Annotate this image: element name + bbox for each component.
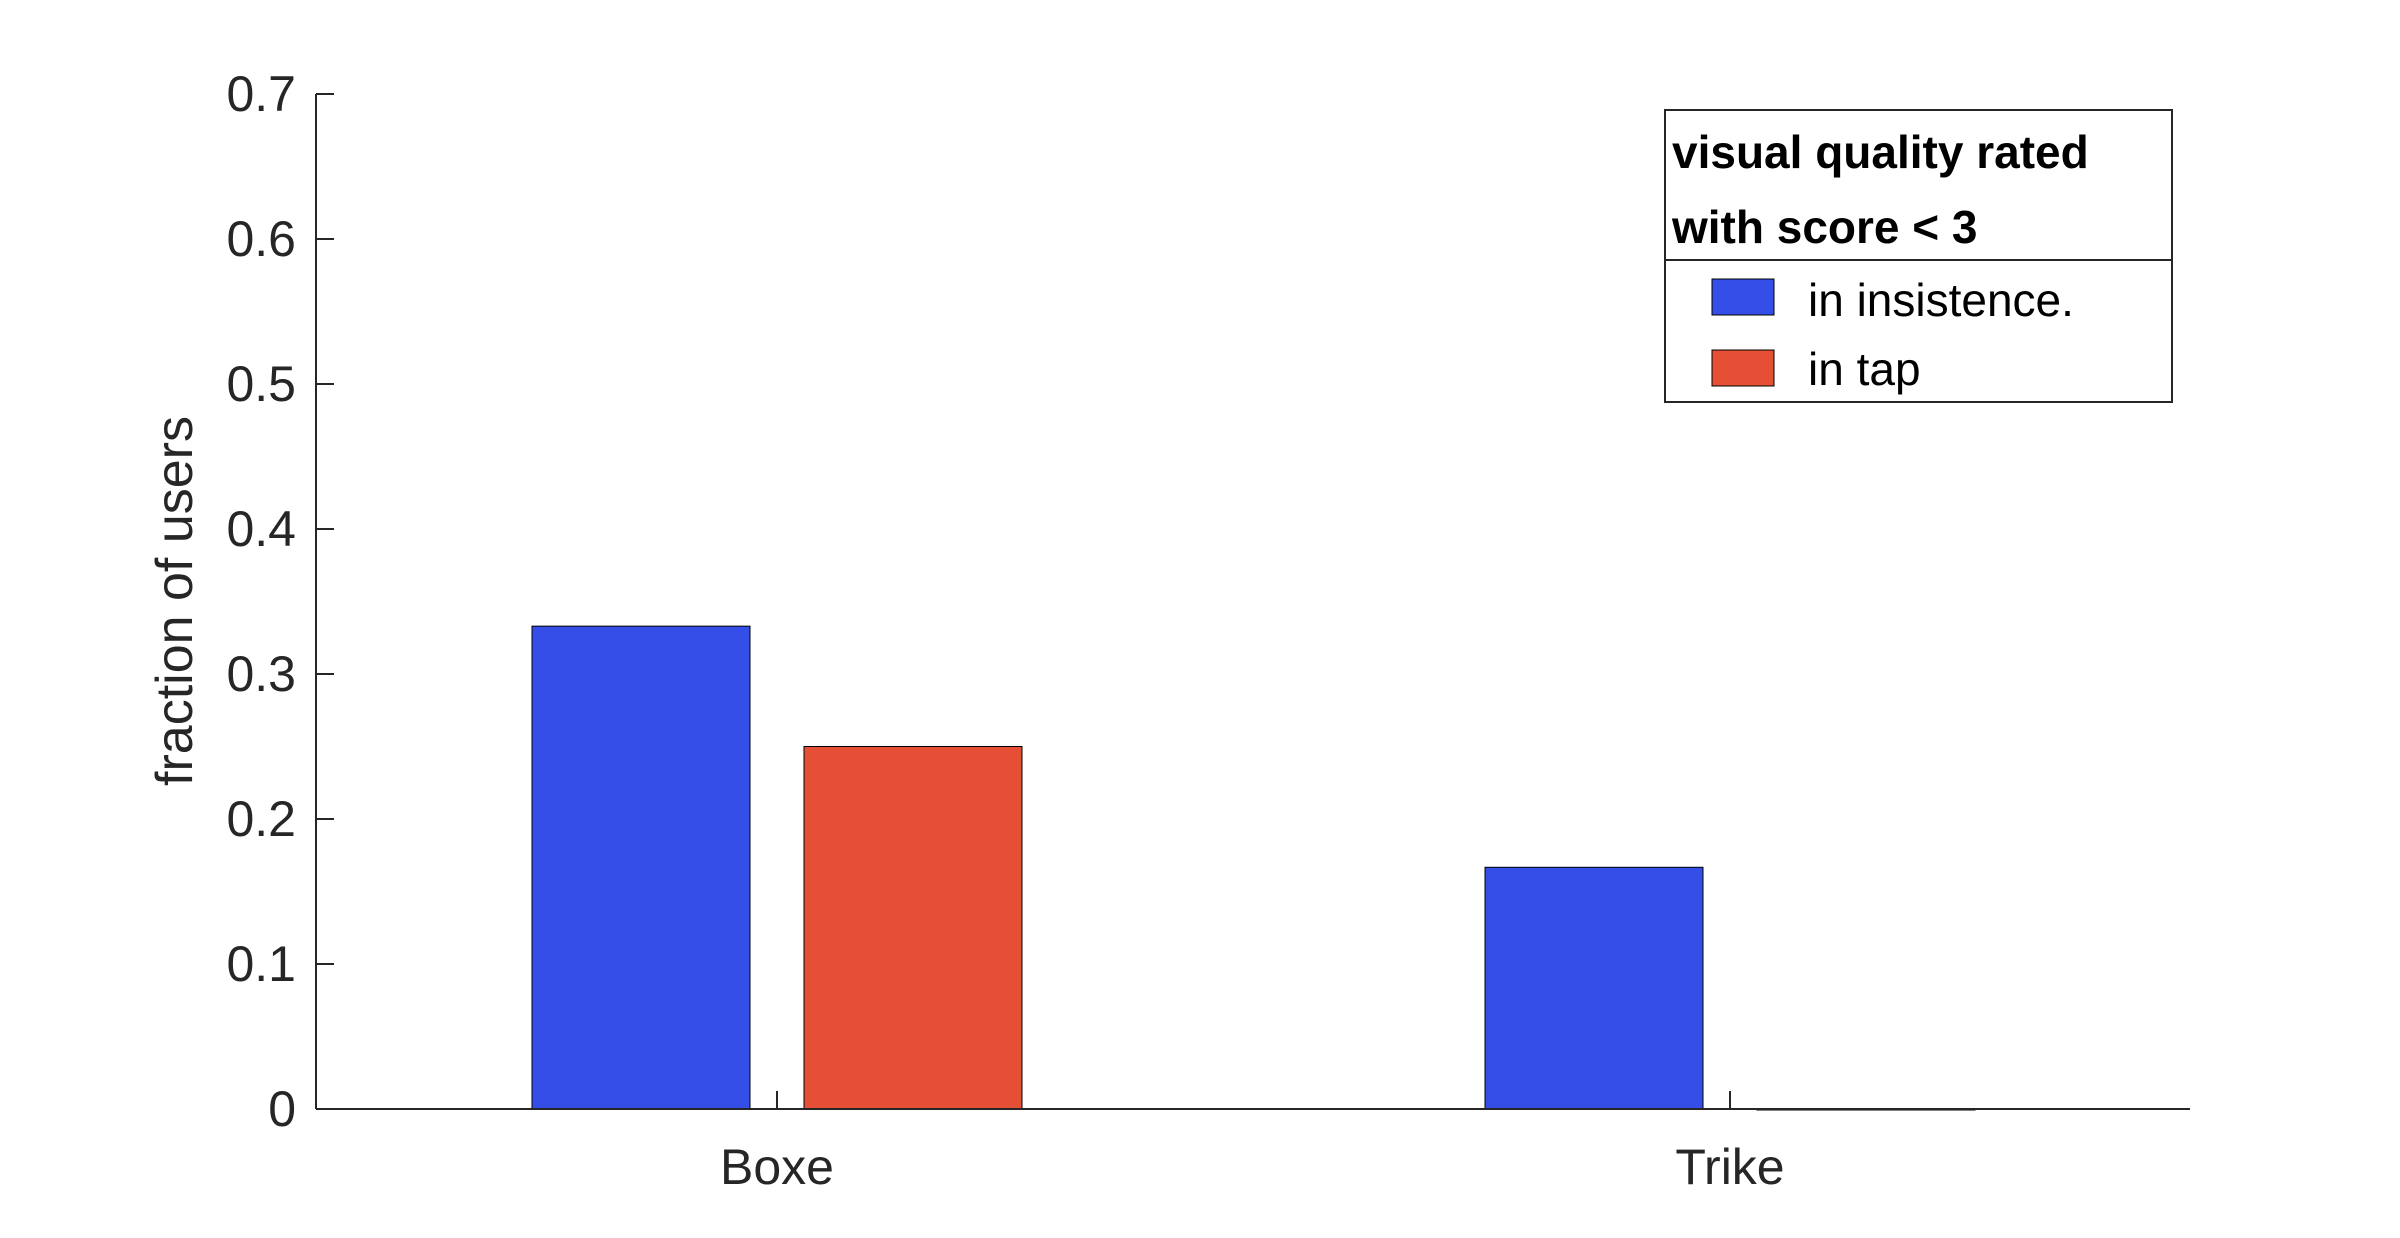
legend-label-in-tap: in tap <box>1808 343 1921 395</box>
x-ticks-group: Boxe Trike <box>720 1091 1785 1195</box>
x-tick-label: Trike <box>1675 1139 1784 1195</box>
y-ticks-group: 0 0.1 0.2 0.3 0.4 0.5 0.6 0.7 <box>226 66 334 1137</box>
y-tick-label: 0.2 <box>226 791 296 847</box>
legend-swatch-in-insistence <box>1711 278 1775 316</box>
legend-title-line-2: with score < 3 <box>1671 201 1978 253</box>
y-tick-label: 0 <box>268 1081 296 1137</box>
bar-trike-series-1 <box>1484 866 1704 1110</box>
bar-boxe-series-2 <box>803 746 1023 1110</box>
bar-boxe-series-1 <box>531 625 751 1110</box>
bars-group <box>531 625 1976 1111</box>
axes-group <box>315 94 2190 1110</box>
y-tick-label: 0.3 <box>226 646 296 702</box>
x-tick-label: Boxe <box>720 1139 834 1195</box>
y-tick-label: 0.7 <box>226 66 296 122</box>
legend-title-line-1: visual quality rated <box>1672 126 2089 178</box>
y-tick-label: 0.1 <box>226 936 296 992</box>
legend-swatch-in-tap <box>1711 349 1775 387</box>
y-axis-label: fraction of users <box>146 416 204 786</box>
y-tick-label: 0.6 <box>226 211 296 267</box>
y-tick-label: 0.5 <box>226 356 296 412</box>
legend: visual quality rated with score < 3 in i… <box>1664 109 2173 403</box>
y-tick-label: 0.4 <box>226 501 296 557</box>
legend-label-in-insistence: in insistence. <box>1808 274 2074 326</box>
